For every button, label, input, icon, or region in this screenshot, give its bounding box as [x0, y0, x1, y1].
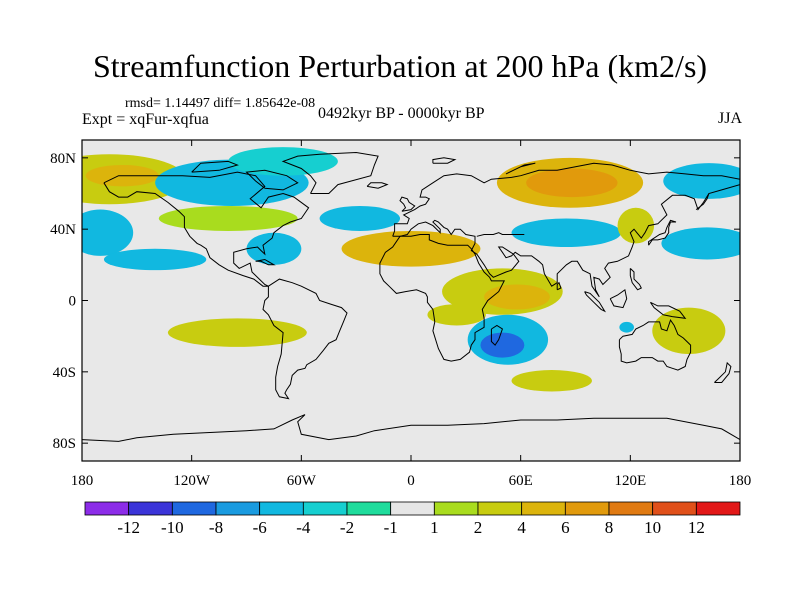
colorbar-label: -8: [209, 518, 223, 537]
coast-eurasia: [392, 162, 740, 298]
coast-sri-lanka: [556, 281, 562, 291]
y-tick-label: 80S: [53, 436, 76, 452]
coast-iceland: [366, 182, 389, 189]
coast-north-america: [103, 171, 310, 287]
coast-japan: [648, 219, 677, 246]
colorbar-label: -12: [117, 518, 140, 537]
y-axis: 80N 40N 0 40S 80S: [50, 151, 740, 452]
y-tick-label: 80N: [50, 151, 76, 167]
coastlines: [82, 151, 740, 442]
coast-kamchatka: [695, 193, 710, 211]
period-label: 0492kyr BP - 0000kyr BP: [318, 105, 485, 122]
contour-central-pacific-low: [103, 248, 207, 271]
x-tick-label: 0: [407, 473, 415, 489]
colorbar: -12 -10 -8 -6 -4 -2 -1 1 2 4 6 8 10 12: [84, 501, 741, 537]
x-tick-label: 180: [71, 473, 94, 489]
season-label: JJA: [717, 110, 742, 127]
contour-west-pacific-low: [82, 209, 134, 256]
colorbar-label: -2: [340, 518, 354, 537]
colorbar-swatch: [302, 501, 348, 516]
coast-south-america: [262, 278, 348, 400]
contour-atlantic-low: [319, 205, 401, 231]
colorbar-label: -10: [161, 518, 184, 537]
colorbar-label: 12: [688, 518, 705, 537]
colorbar-label: 8: [605, 518, 614, 537]
colorbar-label: -6: [253, 518, 267, 537]
x-tick-label: 120E: [614, 473, 646, 489]
colorbar-swatch: [390, 501, 435, 516]
colorbar-swatch: [564, 501, 610, 516]
contour-us-low: [246, 232, 302, 265]
contour-west-pacific-low-east: [661, 227, 740, 260]
colorbar-swatch: [128, 501, 173, 516]
colorbar-swatch: [521, 501, 566, 516]
contour-south-pacific-high: [167, 318, 307, 347]
x-tick-label: 60E: [509, 473, 533, 489]
contour-east-asia-high: [617, 207, 655, 244]
colorbar-label: -1: [384, 518, 398, 537]
chart-title: Streamfunction Perturbation at 200 hPa (…: [92, 48, 708, 84]
contour-eurasia-high: [341, 230, 481, 267]
coast-arctic-islands: [191, 160, 239, 173]
contour-fills: [82, 147, 740, 392]
colorbar-swatch: [433, 501, 479, 516]
colorbar-label: 4: [517, 518, 526, 537]
coast-greenland: [281, 151, 379, 194]
contour-arabian-high-core: [484, 284, 550, 310]
contour-maritime-low: [619, 321, 634, 333]
coast-britain: [399, 196, 416, 212]
contour-asia-low: [511, 218, 622, 247]
contour-indian-ocean-low-core: [480, 332, 525, 358]
coast-new-zealand: [714, 361, 732, 383]
colorbar-swatch: [477, 501, 523, 516]
coast-australia: [618, 318, 692, 371]
coast-baffin: [245, 169, 299, 191]
stats-label: rmsd= 1.14497 diff= 1.85642e-08: [125, 96, 316, 111]
y-tick-label: 40S: [53, 365, 76, 381]
colorbar-label: 2: [474, 518, 483, 537]
coast-svalbard: [432, 157, 457, 164]
colorbar-swatch: [84, 501, 130, 516]
y-tick-label: 40N: [50, 222, 76, 238]
colorbar-swatch: [608, 501, 654, 516]
colorbar-label: 10: [644, 518, 661, 537]
contour-siberia-high-core: [526, 168, 618, 198]
x-tick-label: 120W: [173, 473, 211, 489]
colorbar-swatch: [652, 501, 697, 516]
coast-new-guinea: [649, 301, 687, 319]
coast-africa: [379, 234, 506, 362]
coast-arabia-asia-minor: [476, 232, 525, 237]
colorbar-swatch: [346, 501, 392, 516]
contour-south-indian-high: [511, 370, 592, 392]
colorbar-swatch: [259, 501, 304, 516]
coast-philippines: [629, 268, 642, 291]
coast-antarctica: [82, 414, 740, 442]
x-tick-label: 180: [729, 473, 752, 489]
coast-novaya-zemlya: [505, 162, 536, 175]
coast-cuba: [255, 258, 276, 266]
experiment-label: Expt = xqFur-xqfua: [82, 111, 209, 128]
colorbar-label: 1: [430, 518, 439, 537]
coast-borneo: [609, 288, 628, 309]
colorbar-label: -4: [296, 518, 311, 537]
colorbar-swatch: [215, 501, 261, 516]
coast-madagascar: [490, 324, 504, 346]
contour-australia-high: [652, 307, 726, 355]
colorbar-swatch: [695, 501, 741, 516]
x-tick-label: 60W: [287, 473, 317, 489]
y-tick-label: 0: [69, 294, 77, 310]
contour-west-africa-high: [427, 304, 486, 326]
contour-north-atlantic-high: [158, 205, 298, 231]
colorbar-label: 6: [561, 518, 570, 537]
coast-sumatra: [584, 291, 607, 313]
colorbar-swatch: [171, 501, 217, 516]
x-axis: 180 120W 60W 0 60E 120E 180: [71, 140, 752, 489]
